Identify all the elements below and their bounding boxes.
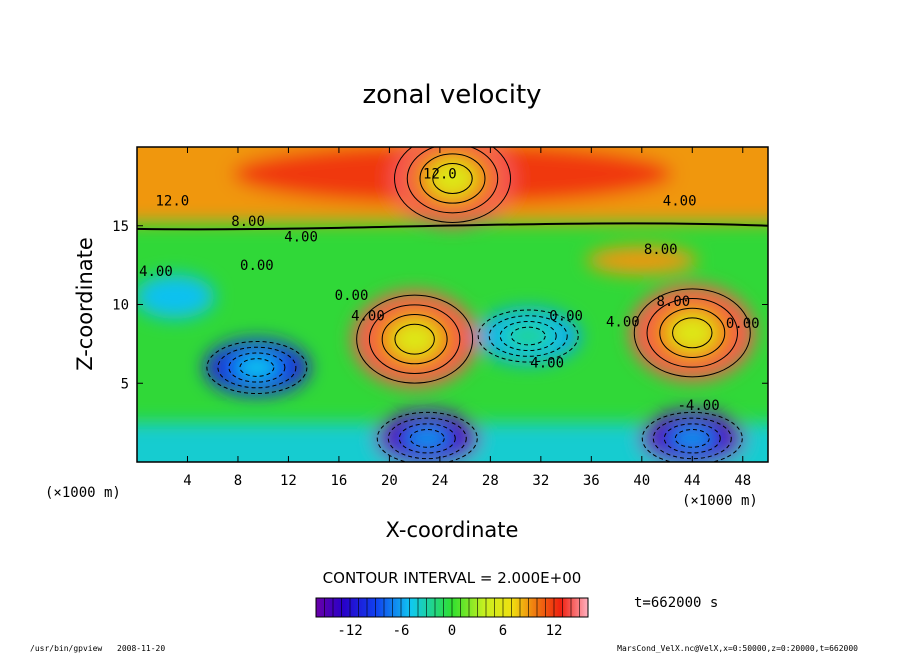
contour-band-line — [137, 222, 768, 231]
x-tick-label: 8 — [234, 473, 242, 489]
contour-2-1 — [217, 346, 297, 389]
contour-5-1 — [488, 315, 568, 357]
contour-0-1 — [368, 304, 461, 374]
field-left-low — [137, 274, 215, 319]
contour-0-2 — [381, 314, 448, 365]
footer-date: 2008-11-20 — [117, 644, 165, 653]
contour-1-0 — [633, 288, 751, 378]
contour-interval: CONTOUR INTERVAL = 2.000E+00 — [323, 569, 582, 587]
x-tick-label: 4 — [183, 473, 191, 489]
contour-0-3 — [394, 323, 435, 355]
colorbar-tick-label: 6 — [499, 623, 507, 639]
contour-6-2 — [419, 153, 486, 204]
field-feature-1-level-2 — [667, 313, 718, 353]
x-tick-label: 40 — [633, 473, 650, 489]
contour-3-3 — [409, 429, 445, 448]
colorbar-tick-label: -12 — [337, 623, 362, 639]
contour-label: 4.00 — [663, 193, 697, 209]
contour-label: 12.0 — [423, 167, 457, 183]
contour-6-3 — [432, 163, 473, 194]
contour-3-0 — [376, 411, 478, 462]
contour-4-3 — [674, 429, 710, 448]
contour-label: 12.0 — [155, 193, 189, 209]
contour-label: 0.00 — [240, 258, 274, 274]
field-feature-5-level-2 — [507, 324, 550, 348]
contour-2-0 — [206, 341, 308, 394]
contour-label: 0.00 — [335, 288, 369, 304]
contour-5-0 — [477, 309, 579, 363]
contour-label: 4.00 — [530, 356, 564, 372]
field-feature-3-level-2 — [406, 427, 449, 450]
x-unit-label-left: (×1000 m) — [45, 485, 121, 501]
colorbar-tick-label: 0 — [448, 623, 456, 639]
contour-4-0 — [641, 411, 743, 462]
field-feature-4-level-2 — [671, 427, 714, 450]
contour-4-1 — [652, 417, 732, 460]
footer-source: MarsCond_VelX.nc@VelX,x=0:50000,z=0:2000… — [617, 644, 858, 653]
contour-1-3 — [672, 317, 713, 349]
colorbar-tick-label: 12 — [546, 623, 563, 639]
contour-0-0 — [356, 294, 474, 384]
contour-label: 4.00 — [139, 264, 173, 280]
x-axis-label: X-coordinate — [386, 518, 519, 542]
contour-4-2 — [663, 423, 721, 454]
x-tick-label: 48 — [734, 473, 751, 489]
contour-label: 8.00 — [231, 214, 265, 230]
x-tick-label: 16 — [330, 473, 347, 489]
y-tick-label: 5 — [121, 376, 129, 392]
contour-label: -4.00 — [678, 398, 720, 414]
contour-2-2 — [228, 352, 286, 383]
y-axis-label: Z-coordinate — [73, 237, 97, 371]
field-feature-6-level-2 — [427, 159, 478, 198]
plot-area — [137, 147, 768, 462]
contour-label: 4.00 — [606, 315, 640, 331]
x-tick-label: 24 — [431, 473, 448, 489]
contour-5-3 — [510, 326, 546, 346]
x-tick-label: 20 — [381, 473, 398, 489]
field-right-jet — [586, 246, 697, 275]
field-feature-2-level-2 — [236, 356, 278, 379]
x-tick-label: 28 — [482, 473, 499, 489]
x-tick-label: 12 — [280, 473, 297, 489]
x-tick-label: 32 — [532, 473, 549, 489]
chart-title: zonal velocity — [362, 80, 541, 110]
x-tick-label: 36 — [583, 473, 600, 489]
contour-label: 0.00 — [549, 308, 583, 324]
contour-label: 8.00 — [656, 294, 690, 310]
contour-label: 4.00 — [351, 308, 385, 324]
contour-3-1 — [387, 417, 467, 460]
y-tick-label: 10 — [112, 298, 129, 314]
contour-label: 0.00 — [726, 316, 760, 332]
contour-label: 8.00 — [644, 242, 678, 258]
footer-program: /usr/bin/gpview — [30, 644, 102, 653]
y-tick-label: 15 — [112, 219, 129, 235]
x-unit-label-right: (×1000 m) — [682, 493, 758, 509]
contour-5-2 — [499, 320, 557, 352]
field-feature-0-level-2 — [389, 319, 440, 359]
x-tick-label: 44 — [684, 473, 701, 489]
contour-1-1 — [646, 298, 739, 368]
colorbar-tick-label: -6 — [393, 623, 410, 639]
contour-6-1 — [406, 147, 499, 214]
contour-label: 4.00 — [284, 230, 318, 246]
contour-6-0 — [394, 147, 511, 223]
time-label: t=662000 s — [634, 595, 718, 611]
contour-3-2 — [398, 423, 456, 454]
contour-2-3 — [239, 358, 275, 377]
contour-1-2 — [659, 307, 726, 358]
